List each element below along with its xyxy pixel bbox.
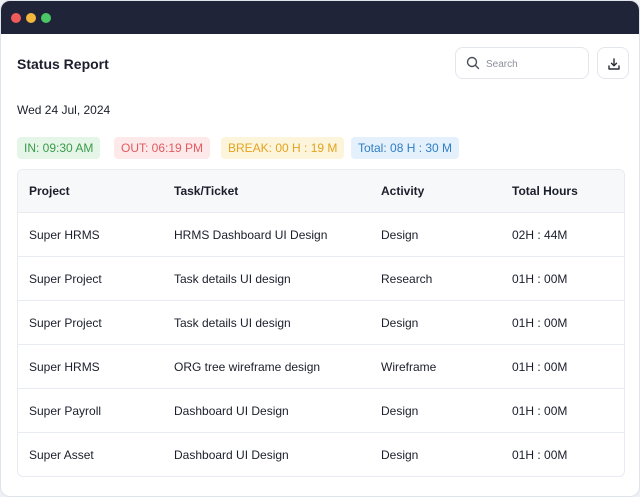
minimize-window-button[interactable] — [26, 13, 36, 23]
break-duration-badge: BREAK: 00 H : 19 M — [221, 137, 345, 159]
column-header-task: Task/Ticket — [174, 184, 239, 198]
task-cell: Task details UI design — [174, 316, 291, 330]
search-icon — [466, 56, 480, 70]
table-row[interactable]: Super Payroll Dashboard UI Design Design… — [18, 388, 624, 432]
title-bar — [1, 1, 639, 34]
table-header-row: Project Task/Ticket Activity Total Hours — [18, 170, 624, 212]
download-button[interactable] — [597, 47, 629, 79]
project-cell: Super Project — [29, 272, 102, 286]
page-title: Status Report — [17, 56, 109, 72]
activity-cell: Design — [381, 448, 419, 462]
hours-cell: 01H : 00M — [512, 404, 568, 418]
hours-cell: 01H : 00M — [512, 360, 568, 374]
table-row[interactable]: Super HRMS ORG tree wireframe design Wir… — [18, 344, 624, 388]
task-cell: Task details UI design — [174, 272, 291, 286]
clock-in-badge: IN: 09:30 AM — [17, 137, 101, 159]
maximize-window-button[interactable] — [41, 13, 51, 23]
task-cell: HRMS Dashboard UI Design — [174, 228, 328, 242]
task-cell: Dashboard UI Design — [174, 404, 289, 418]
project-cell: Super Payroll — [29, 404, 102, 418]
table-row[interactable]: Super Project Task details UI design Res… — [18, 256, 624, 300]
activity-cell: Research — [381, 272, 433, 286]
project-cell: Super Project — [29, 316, 102, 330]
project-cell: Super HRMS — [29, 360, 100, 374]
activity-cell: Design — [381, 404, 419, 418]
status-table: Project Task/Ticket Activity Total Hours… — [17, 169, 625, 477]
search-input[interactable] — [486, 55, 582, 73]
project-cell: Super HRMS — [29, 228, 100, 242]
clock-out-badge: OUT: 06:19 PM — [114, 137, 211, 159]
download-icon — [608, 58, 620, 70]
hours-cell: 01H : 00M — [512, 272, 568, 286]
column-header-total-hours: Total Hours — [512, 184, 578, 198]
column-header-activity: Activity — [381, 184, 425, 198]
total-hours-badge: Total: 08 H : 30 M — [351, 137, 460, 159]
report-date: Wed 24 Jul, 2024 — [17, 103, 111, 117]
task-cell: ORG tree wireframe design — [174, 360, 321, 374]
activity-cell: Design — [381, 316, 419, 330]
hours-cell: 01H : 00M — [512, 316, 568, 330]
table-row[interactable]: Super Asset Dashboard UI Design Design 0… — [18, 432, 624, 476]
status-report-panel: Status Report Wed 24 Jul, 2024 IN: 09:30… — [7, 34, 635, 492]
activity-cell: Wireframe — [381, 360, 437, 374]
task-cell: Dashboard UI Design — [174, 448, 289, 462]
project-cell: Super Asset — [29, 448, 94, 462]
hours-cell: 02H : 44M — [512, 228, 568, 242]
hours-cell: 01H : 00M — [512, 448, 568, 462]
search-box[interactable] — [455, 47, 589, 79]
close-window-button[interactable] — [11, 13, 21, 23]
table-row[interactable]: Super Project Task details UI design Des… — [18, 300, 624, 344]
activity-cell: Design — [381, 228, 419, 242]
table-row[interactable]: Super HRMS HRMS Dashboard UI Design Desi… — [18, 212, 624, 256]
column-header-project: Project — [29, 184, 70, 198]
